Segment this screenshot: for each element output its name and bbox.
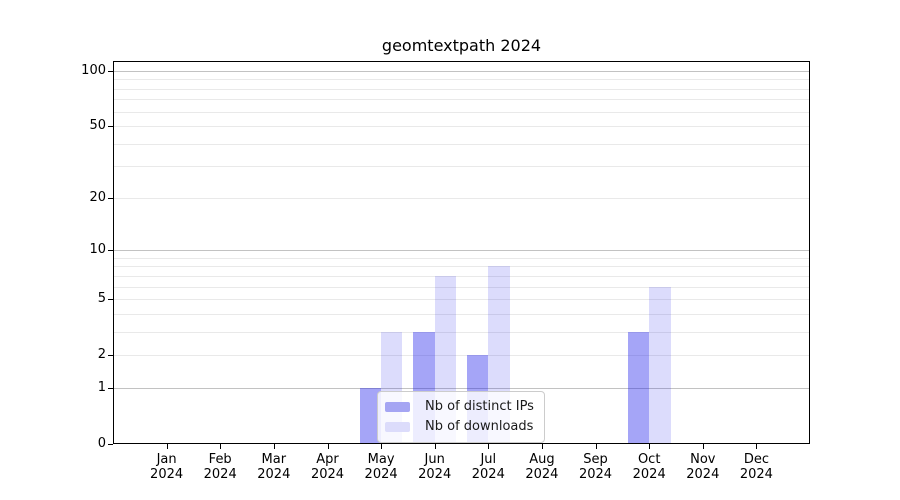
y-tick-mark	[108, 299, 113, 301]
y-tick-mark	[108, 444, 113, 445]
x-tick-label: Oct 2024	[633, 452, 666, 482]
legend-swatch-distinct-ips	[385, 401, 410, 412]
x-tick-label: May 2024	[365, 452, 398, 482]
x-tick-mark	[327, 444, 329, 449]
bar-distinct-ips-oct	[627, 331, 650, 444]
y-gridline-minor	[113, 355, 810, 357]
legend-item-downloads: Nb of downloads	[385, 418, 534, 435]
y-gridline-minor	[113, 126, 810, 127]
x-tick-month: Jun	[424, 452, 445, 467]
x-tick-mark	[166, 444, 168, 449]
x-tick-mark	[756, 444, 758, 449]
y-gridline-major	[113, 250, 810, 252]
x-tick-month: Apr	[316, 452, 339, 467]
x-tick-label: Nov 2024	[686, 452, 719, 482]
x-tick-year: 2024	[257, 467, 291, 482]
x-tick-label: Sep 2024	[579, 452, 612, 482]
x-tick-year: 2024	[310, 467, 345, 482]
y-tick-label: 100	[81, 62, 106, 78]
x-tick-mark	[273, 444, 275, 449]
x-tick-label: Jul 2024	[472, 452, 505, 482]
x-tick-month: Aug	[529, 452, 555, 467]
x-tick-mark	[220, 444, 222, 449]
y-gridline-minor	[113, 88, 810, 90]
y-gridline-minor	[113, 313, 810, 315]
y-gridline-minor	[113, 166, 810, 168]
x-tick-year: 2024	[364, 467, 398, 482]
y-gridline-major	[113, 70, 810, 72]
y-gridline-minor	[113, 331, 810, 333]
x-tick-label: Jan 2024	[150, 452, 183, 482]
x-tick-label: Feb 2024	[204, 452, 237, 482]
x-tick-year: 2024	[578, 467, 613, 482]
legend-label-downloads: Nb of downloads	[425, 419, 534, 434]
legend-label-distinct-ips: Nb of distinct IPs	[425, 399, 534, 414]
y-gridline-minor	[113, 257, 810, 259]
x-tick-mark	[381, 444, 383, 449]
x-tick-label: Mar 2024	[257, 452, 290, 482]
y-tick-label: 1	[97, 379, 106, 395]
bar-distinct-ips-may	[359, 387, 381, 444]
y-tick-label: 0	[97, 436, 106, 451]
x-tick-month: Oct	[637, 452, 661, 467]
x-tick-month: May	[367, 452, 395, 467]
x-tick-year: 2024	[150, 467, 184, 482]
y-gridline-major	[113, 387, 810, 389]
x-tick-month: Nov	[690, 452, 716, 467]
legend: Nb of distinct IPs Nb of downloads	[377, 391, 545, 443]
x-tick-year: 2024	[418, 467, 452, 482]
y-tick-mark	[108, 355, 113, 357]
x-tick-month: Jan	[156, 452, 177, 467]
y-tick-label: 2	[97, 347, 106, 363]
y-gridline-minor	[113, 286, 810, 288]
x-tick-year: 2024	[686, 467, 720, 482]
plot-area: Nb of distinct IPs Nb of downloads	[113, 61, 810, 444]
x-tick-month: Mar	[261, 452, 287, 467]
x-tick-mark	[649, 444, 651, 449]
y-gridline-minor	[113, 197, 810, 199]
x-tick-label: Aug 2024	[525, 452, 558, 482]
y-gridline-minor	[113, 111, 810, 113]
x-tick-month: Sep	[583, 452, 608, 467]
x-tick-year: 2024	[203, 467, 237, 482]
x-tick-year: 2024	[632, 467, 666, 482]
x-tick-mark	[702, 444, 704, 449]
y-gridline-minor	[113, 266, 810, 268]
y-gridline-minor	[113, 143, 810, 145]
x-tick-mark	[488, 444, 490, 449]
y-gridline-minor	[113, 275, 810, 277]
y-tick-label: 10	[89, 242, 106, 258]
x-tick-mark	[434, 444, 436, 449]
x-tick-month: Dec	[743, 452, 769, 467]
x-tick-mark	[595, 444, 597, 449]
x-tick-month: Feb	[208, 452, 232, 467]
y-gridline-minor	[113, 299, 810, 301]
legend-swatch-downloads	[385, 421, 410, 432]
x-tick-year: 2024	[525, 467, 559, 482]
y-gridline-minor	[113, 99, 810, 101]
y-gridline-minor	[113, 79, 810, 81]
legend-item-distinct-ips: Nb of distinct IPs	[385, 398, 534, 415]
x-tick-year: 2024	[471, 467, 505, 482]
x-tick-label: Jun 2024	[418, 452, 451, 482]
y-tick-label: 50	[89, 118, 106, 133]
y-tick-mark	[108, 387, 113, 389]
y-tick-mark	[108, 126, 113, 127]
y-tick-mark	[108, 197, 113, 199]
chart-title: geomtextpath 2024	[381, 36, 542, 55]
bar-downloads-oct	[649, 286, 671, 444]
x-tick-mark	[541, 444, 543, 449]
x-tick-label: Apr 2024	[311, 452, 344, 482]
y-tick-mark	[108, 70, 113, 72]
x-tick-year: 2024	[739, 467, 773, 482]
y-tick-label: 5	[97, 291, 106, 307]
y-tick-label: 20	[89, 189, 106, 205]
x-tick-label: Dec 2024	[740, 452, 773, 482]
y-tick-mark	[108, 250, 113, 252]
x-tick-month: Jul	[480, 452, 497, 467]
